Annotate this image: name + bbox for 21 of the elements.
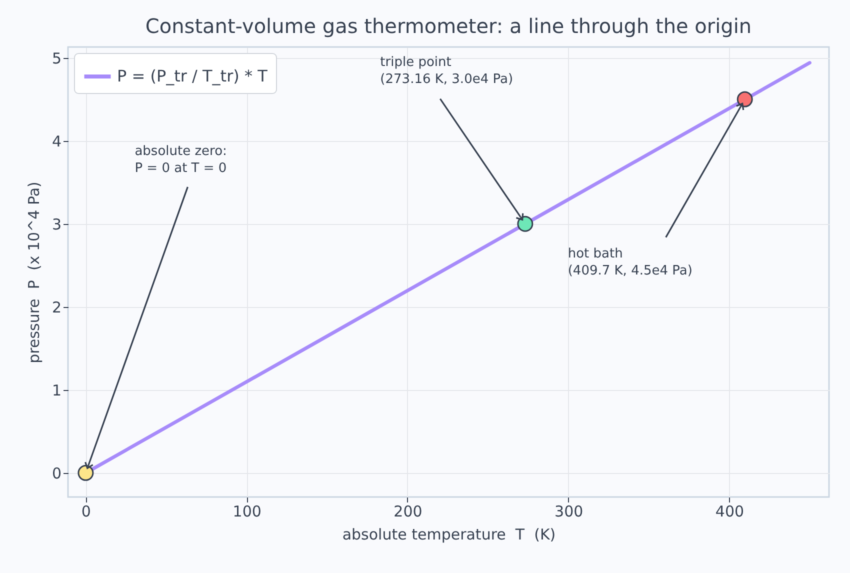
x-tick-label: 200 (394, 502, 422, 520)
legend-label: P = (P_tr / T_tr) * T (117, 66, 268, 86)
y-axis-title: pressure P (x 10^4 Pa) (24, 182, 43, 364)
point (517, 216, 534, 232)
x-axis-title: absolute temperature T (K) (342, 526, 556, 544)
x-tick-label: 300 (554, 502, 584, 520)
chart-title: Constant-volume gas thermometer: a line through the origin (145, 14, 752, 38)
point (736, 91, 753, 108)
y-tick-label: 2 (52, 298, 62, 316)
y-tick-label: 0 (52, 464, 62, 482)
x-tick-label: 100 (232, 502, 262, 520)
annotation: hot bath (409.7 K, 4.5e4 Pa) (568, 246, 692, 278)
annotation: absolute zero: P = 0 at T = 0 (134, 144, 227, 176)
annotation: triple point (273.16 K, 3.0e4 Pa) (380, 54, 514, 87)
y-tick-label: 1 (52, 381, 62, 400)
y-tick-label: 4 (52, 132, 62, 150)
point (78, 464, 94, 481)
x-tick-label: 0 (81, 502, 91, 520)
y-tick-label: 3 (52, 215, 62, 234)
x-tick-label: 400 (715, 502, 744, 520)
y-tick-label: 5 (52, 49, 62, 68)
